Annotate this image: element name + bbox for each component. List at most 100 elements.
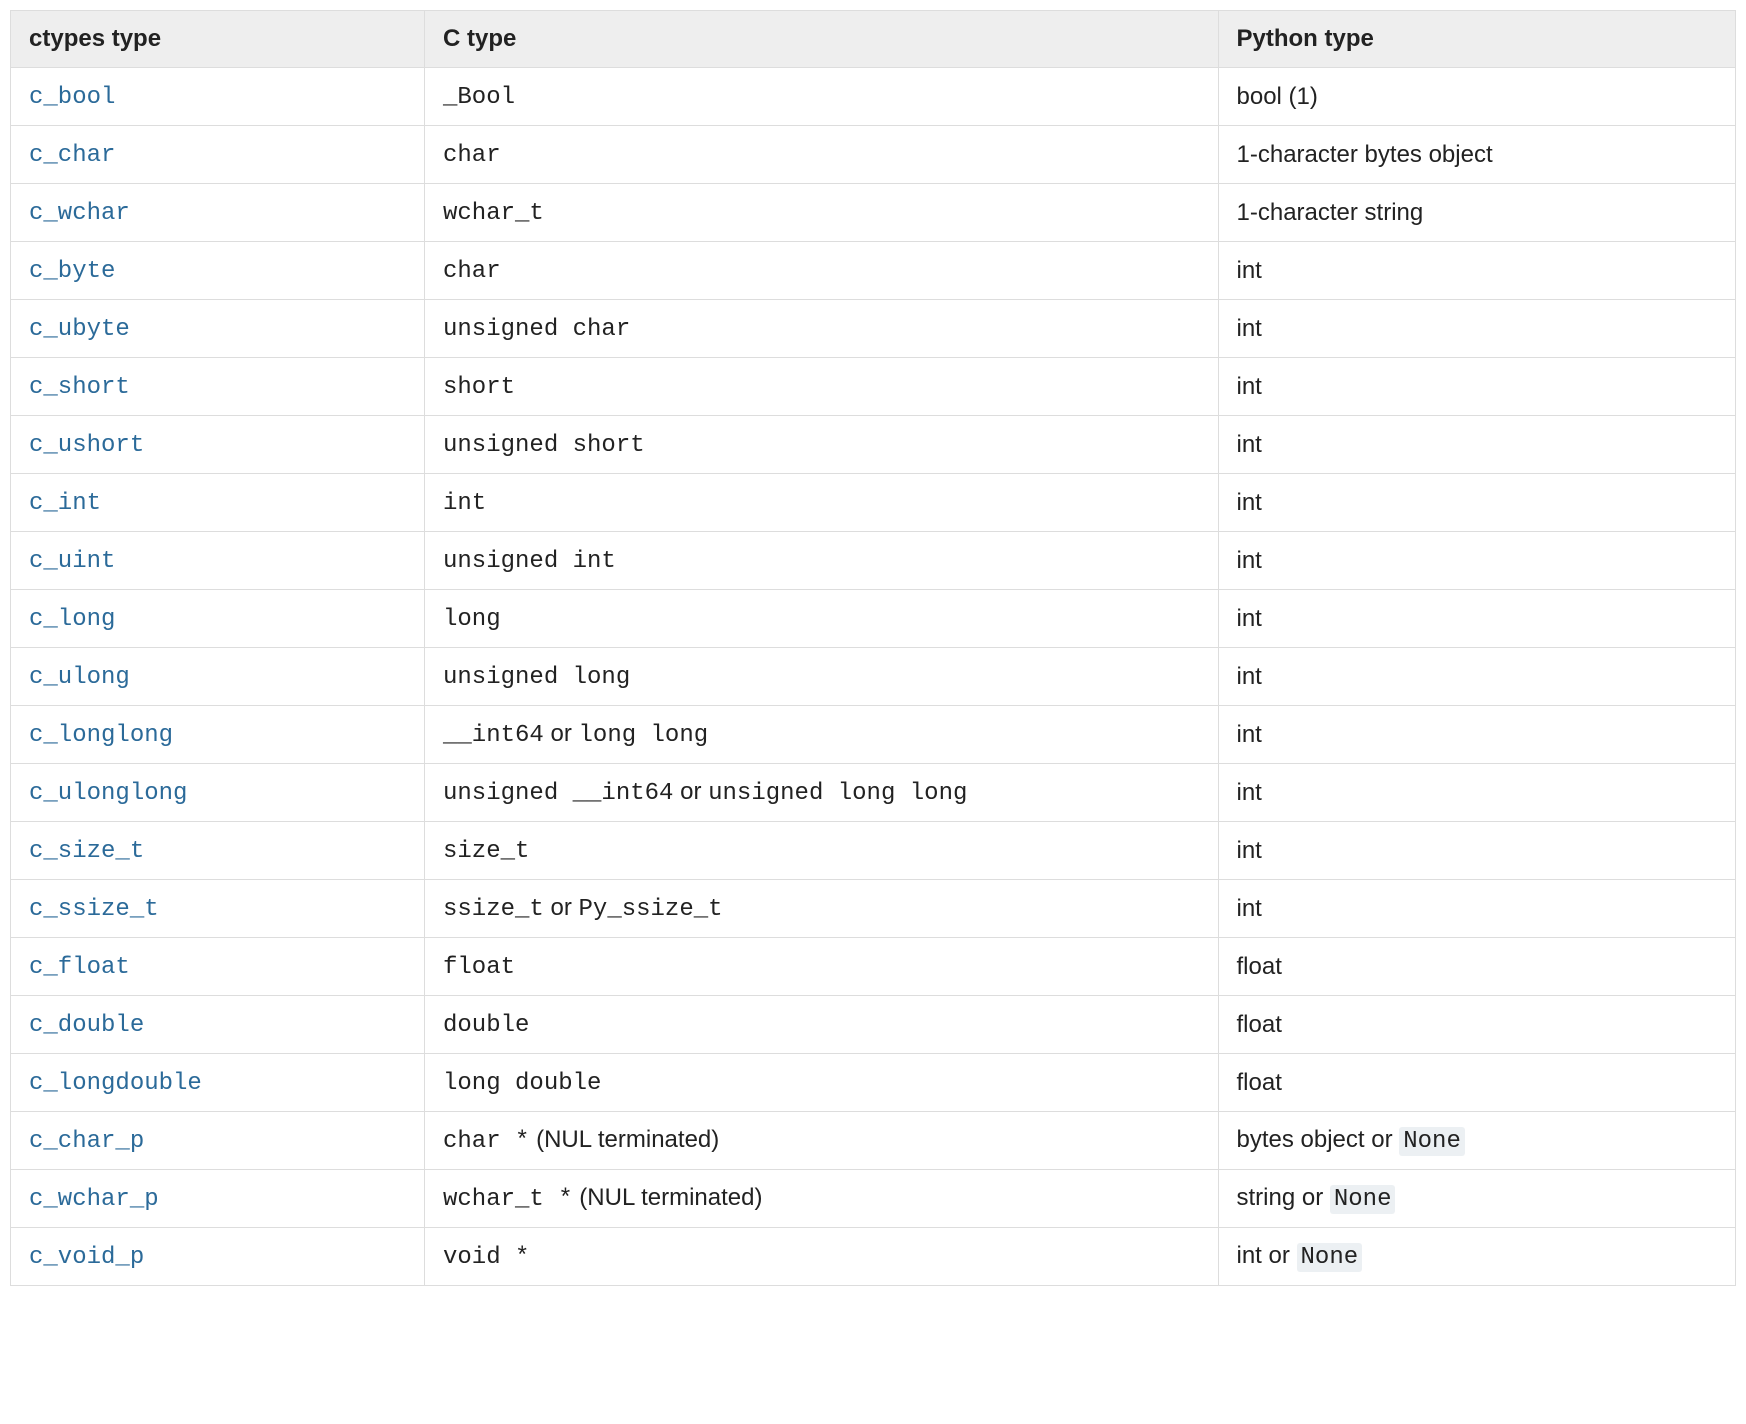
python-type-text: float: [1237, 953, 1282, 980]
cell-python-type: int: [1218, 474, 1736, 532]
cell-ctypes-type: c_double: [11, 996, 425, 1054]
cell-c-type: unsigned long: [425, 648, 1219, 706]
cell-ctypes-type: c_ulonglong: [11, 764, 425, 822]
ctypes-type-link[interactable]: c_size_t: [29, 838, 144, 865]
cell-python-type: 1-character string: [1218, 184, 1736, 242]
cell-ctypes-type: c_ulong: [11, 648, 425, 706]
c-type-mono: size_t: [443, 838, 529, 865]
ctypes-type-link[interactable]: c_char: [29, 142, 115, 169]
cell-c-type: size_t: [425, 822, 1219, 880]
cell-python-type: 1-character bytes object: [1218, 126, 1736, 184]
c-type-mono: unsigned int: [443, 548, 616, 575]
ctypes-type-link[interactable]: c_uint: [29, 548, 115, 575]
cell-ctypes-type: c_longdouble: [11, 1054, 425, 1112]
ctypes-type-link[interactable]: c_wchar: [29, 200, 130, 227]
c-type-mono: unsigned long long: [708, 780, 967, 807]
python-type-text: int: [1237, 605, 1262, 632]
header-python-type: Python type: [1218, 11, 1736, 68]
cell-python-type: string or None: [1218, 1170, 1736, 1228]
cell-ctypes-type: c_longlong: [11, 706, 425, 764]
python-type-literal: None: [1297, 1243, 1363, 1272]
table-row: c_wcharwchar_t1-character string: [11, 184, 1736, 242]
cell-ctypes-type: c_void_p: [11, 1228, 425, 1286]
cell-ctypes-type: c_float: [11, 938, 425, 996]
ctypes-type-link[interactable]: c_longdouble: [29, 1070, 202, 1097]
ctypes-type-link[interactable]: c_ulonglong: [29, 780, 187, 807]
cell-ctypes-type: c_char_p: [11, 1112, 425, 1170]
cell-ctypes-type: c_wchar_p: [11, 1170, 425, 1228]
cell-c-type: char: [425, 126, 1219, 184]
cell-ctypes-type: c_long: [11, 590, 425, 648]
c-type-mono: ssize_t: [443, 896, 544, 923]
python-type-text: bool (1): [1237, 83, 1318, 110]
cell-ctypes-type: c_ssize_t: [11, 880, 425, 938]
c-type-text: (NUL terminated): [529, 1126, 719, 1153]
cell-python-type: int: [1218, 300, 1736, 358]
ctypes-type-link[interactable]: c_short: [29, 374, 130, 401]
c-type-mono: short: [443, 374, 515, 401]
cell-c-type: _Bool: [425, 68, 1219, 126]
table-row: c_bool _Bool bool (1): [11, 68, 1736, 126]
c-type-mono: long double: [443, 1070, 601, 1097]
c-type-text: or: [673, 778, 708, 805]
ctypes-type-link[interactable]: c_wchar_p: [29, 1186, 159, 1213]
table-row: c_ushortunsigned shortint: [11, 416, 1736, 474]
c-type-mono: long long: [579, 722, 709, 749]
table-row: c_size_t size_t int: [11, 822, 1736, 880]
ctypes-type-link[interactable]: c_ssize_t: [29, 896, 159, 923]
cell-ctypes-type: c_ushort: [11, 416, 425, 474]
ctypes-type-link[interactable]: c_ubyte: [29, 316, 130, 343]
c-type-mono: unsigned char: [443, 316, 630, 343]
table-row: c_byte char int: [11, 242, 1736, 300]
cell-python-type: float: [1218, 938, 1736, 996]
cell-c-type: __int64 or long long: [425, 706, 1219, 764]
ctypes-type-link[interactable]: c_longlong: [29, 722, 173, 749]
cell-ctypes-type: c_int: [11, 474, 425, 532]
cell-ctypes-type: c_char: [11, 126, 425, 184]
c-type-mono: char: [443, 142, 501, 169]
c-type-mono: unsigned __int64: [443, 780, 673, 807]
python-type-text: string or: [1237, 1184, 1330, 1211]
c-type-mono: __int64: [443, 722, 544, 749]
table-row: c_ulong unsigned long int: [11, 648, 1736, 706]
c-type-mono: void *: [443, 1244, 529, 1271]
python-type-text: float: [1237, 1069, 1282, 1096]
python-type-text: int: [1237, 663, 1262, 690]
table-row: c_ubyte unsigned char int: [11, 300, 1736, 358]
header-ctypes-type: ctypes type: [11, 11, 425, 68]
c-type-mono: long: [443, 606, 501, 633]
ctypes-type-link[interactable]: c_long: [29, 606, 115, 633]
cell-python-type: float: [1218, 1054, 1736, 1112]
cell-python-type: int: [1218, 242, 1736, 300]
cell-ctypes-type: c_bool: [11, 68, 425, 126]
ctypes-type-link[interactable]: c_int: [29, 490, 101, 517]
cell-c-type: ssize_t or Py_ssize_t: [425, 880, 1219, 938]
ctypes-type-link[interactable]: c_byte: [29, 258, 115, 285]
cell-ctypes-type: c_ubyte: [11, 300, 425, 358]
python-type-text: int: [1237, 895, 1262, 922]
c-type-mono: wchar_t *: [443, 1186, 573, 1213]
python-type-text: int: [1237, 721, 1262, 748]
cell-ctypes-type: c_wchar: [11, 184, 425, 242]
header-c-type: C type: [425, 11, 1219, 68]
cell-python-type: int: [1218, 590, 1736, 648]
python-type-text: int: [1237, 779, 1262, 806]
ctypes-type-link[interactable]: c_ushort: [29, 432, 144, 459]
python-type-text: 1-character string: [1237, 199, 1424, 226]
ctypes-type-link[interactable]: c_bool: [29, 84, 115, 111]
ctypes-type-link[interactable]: c_float: [29, 954, 130, 981]
cell-python-type: int: [1218, 706, 1736, 764]
table-row: c_wchar_pwchar_t * (NUL terminated)strin…: [11, 1170, 1736, 1228]
ctypes-type-link[interactable]: c_void_p: [29, 1244, 144, 1271]
cell-ctypes-type: c_uint: [11, 532, 425, 590]
c-type-mono: char: [443, 258, 501, 285]
ctypes-type-link[interactable]: c_double: [29, 1012, 144, 1039]
ctypes-type-link[interactable]: c_ulong: [29, 664, 130, 691]
c-type-mono: float: [443, 954, 515, 981]
ctypes-type-link[interactable]: c_char_p: [29, 1128, 144, 1155]
cell-c-type: long double: [425, 1054, 1219, 1112]
cell-python-type: int: [1218, 880, 1736, 938]
cell-python-type: int: [1218, 532, 1736, 590]
cell-python-type: int: [1218, 822, 1736, 880]
cell-python-type: int or None: [1218, 1228, 1736, 1286]
